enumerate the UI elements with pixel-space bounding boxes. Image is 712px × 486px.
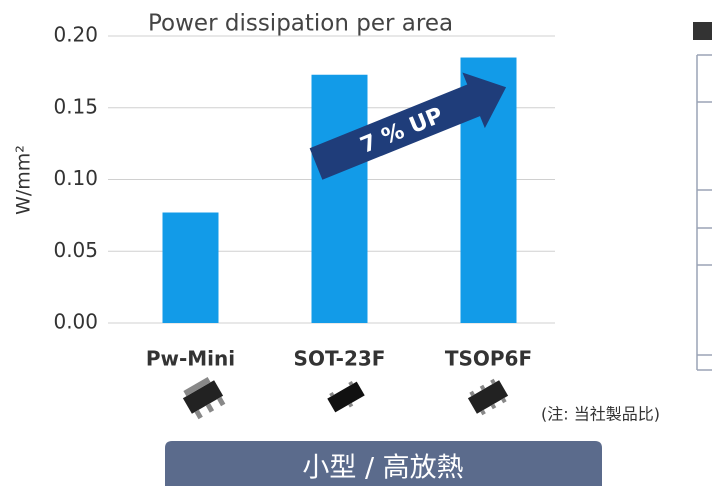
banner: 小型 / 高放熱	[302, 453, 463, 484]
y-tick-label: 0.00	[53, 310, 98, 334]
y-tick-label: 0.15	[53, 94, 98, 118]
y-tick-label: 0.05	[53, 238, 98, 262]
chip-icons	[182, 377, 509, 420]
y-tick-label: 0.20	[53, 23, 98, 47]
y-tick-label: 0.10	[53, 166, 98, 190]
plot: 0.00 0.05 0.10 0.15 0.20 Pw-Mini SOT-23F TSOP6F	[53, 23, 555, 371]
x-tick-label: TSOP6F	[445, 347, 532, 371]
note: (注: 当社製品比)	[541, 405, 660, 424]
bar	[162, 212, 219, 323]
x-tick-label: Pw-Mini	[146, 347, 235, 371]
chart-title: Power dissipation per area	[148, 11, 453, 37]
bar	[311, 74, 368, 324]
side-table	[693, 22, 712, 371]
x-tick-label: SOT-23F	[294, 347, 386, 371]
y-axis-label: W/mm²	[13, 145, 35, 215]
banner-bg	[165, 441, 602, 486]
